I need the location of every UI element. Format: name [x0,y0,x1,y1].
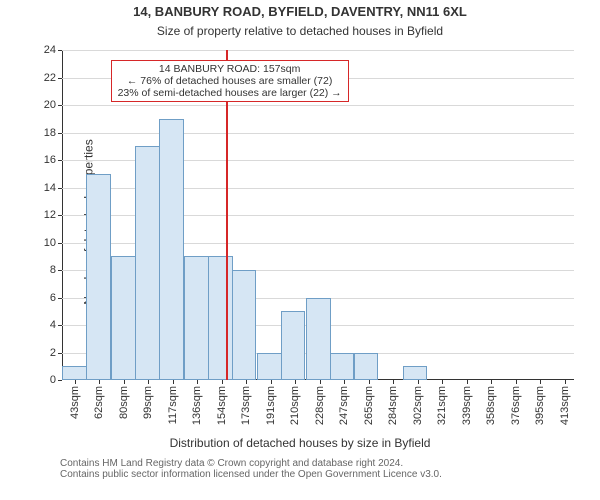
y-tick [58,380,62,381]
y-tick-label: 14 [44,182,56,194]
histogram-bar [257,353,282,381]
x-tick-label: 247sqm [338,386,350,425]
y-tick-label: 2 [50,347,56,359]
x-tick-label: 191sqm [265,386,277,425]
histogram-bar [159,119,184,380]
x-tick [124,380,125,384]
annotation-line: ← 76% of detached houses are smaller (72… [118,75,342,87]
histogram-bar [281,311,306,380]
y-tick [58,160,62,161]
x-axis-label: Distribution of detached houses by size … [0,436,600,450]
gridline [62,133,574,134]
y-tick-label: 20 [44,99,56,111]
x-tick-label: 376sqm [510,386,522,425]
x-tick-label: 154sqm [216,386,228,425]
x-tick [173,380,174,384]
x-tick-label: 358sqm [485,386,497,425]
x-tick [197,380,198,384]
x-tick-label: 117sqm [167,386,179,424]
x-tick-label: 210sqm [289,386,301,425]
x-tick [75,380,76,384]
x-tick-label: 339sqm [461,386,473,425]
chart-title: 14, BANBURY ROAD, BYFIELD, DAVENTRY, NN1… [0,4,600,19]
x-tick [516,380,517,384]
x-tick [99,380,100,384]
x-tick [320,380,321,384]
y-tick-label: 18 [44,127,56,139]
x-tick-label: 395sqm [534,386,546,425]
x-tick [246,380,247,384]
x-tick [491,380,492,384]
chart-subtitle: Size of property relative to detached ho… [0,24,600,38]
y-tick [58,105,62,106]
footer-line-1: Contains HM Land Registry data © Crown c… [60,458,442,469]
y-tick-label: 8 [50,264,56,276]
histogram-bar [135,146,160,380]
histogram-bar [330,353,355,381]
y-tick [58,243,62,244]
x-tick-label: 228sqm [314,386,326,425]
x-tick [467,380,468,384]
y-tick [58,188,62,189]
histogram-bar [232,270,257,380]
x-tick-label: 284sqm [387,386,399,425]
x-tick-label: 62sqm [93,386,105,419]
y-tick [58,270,62,271]
x-tick-label: 173sqm [240,386,252,425]
histogram-bar [208,256,233,380]
y-tick [58,133,62,134]
x-tick-label: 136sqm [191,386,203,425]
y-tick [58,298,62,299]
x-tick-label: 413sqm [559,386,571,425]
y-tick-label: 0 [50,374,56,386]
gridline [62,105,574,106]
histogram-bar [184,256,209,380]
x-tick [148,380,149,384]
x-tick-label: 321sqm [436,386,448,425]
gridline [62,50,574,51]
x-tick-label: 302sqm [412,386,424,425]
annotation-line: 14 BANBURY ROAD: 157sqm [118,63,342,75]
x-tick-label: 99sqm [142,386,154,419]
y-tick [58,50,62,51]
histogram-bar [354,353,379,381]
attribution-footer: Contains HM Land Registry data © Crown c… [60,458,442,480]
histogram-bar [306,298,331,381]
y-tick [58,325,62,326]
y-tick-label: 6 [50,292,56,304]
x-tick-label: 80sqm [118,386,130,419]
y-tick [58,78,62,79]
annotation-line: 23% of semi-detached houses are larger (… [118,87,342,99]
x-tick [344,380,345,384]
plot-area: 02468101214161820222443sqm62sqm80sqm99sq… [62,50,574,380]
histogram-bar [403,366,428,380]
x-tick [540,380,541,384]
x-tick [565,380,566,384]
x-tick [271,380,272,384]
x-tick [222,380,223,384]
chart-container: 14, BANBURY ROAD, BYFIELD, DAVENTRY, NN1… [0,0,600,500]
y-tick-label: 10 [44,237,56,249]
x-tick [442,380,443,384]
x-tick [393,380,394,384]
x-tick [369,380,370,384]
x-tick [418,380,419,384]
y-tick [58,353,62,354]
footer-line-2: Contains public sector information licen… [60,469,442,480]
y-tick [58,215,62,216]
x-tick [295,380,296,384]
y-tick-label: 4 [50,319,56,331]
y-tick-label: 12 [44,209,56,221]
y-tick-label: 16 [44,154,56,166]
y-tick-label: 22 [44,72,56,84]
x-tick-label: 265sqm [363,386,375,425]
histogram-bar [86,174,111,380]
histogram-bar [111,256,136,380]
annotation-box: 14 BANBURY ROAD: 157sqm← 76% of detached… [111,60,349,102]
histogram-bar [62,366,87,380]
y-tick-label: 24 [44,44,56,56]
x-tick-label: 43sqm [69,386,81,419]
